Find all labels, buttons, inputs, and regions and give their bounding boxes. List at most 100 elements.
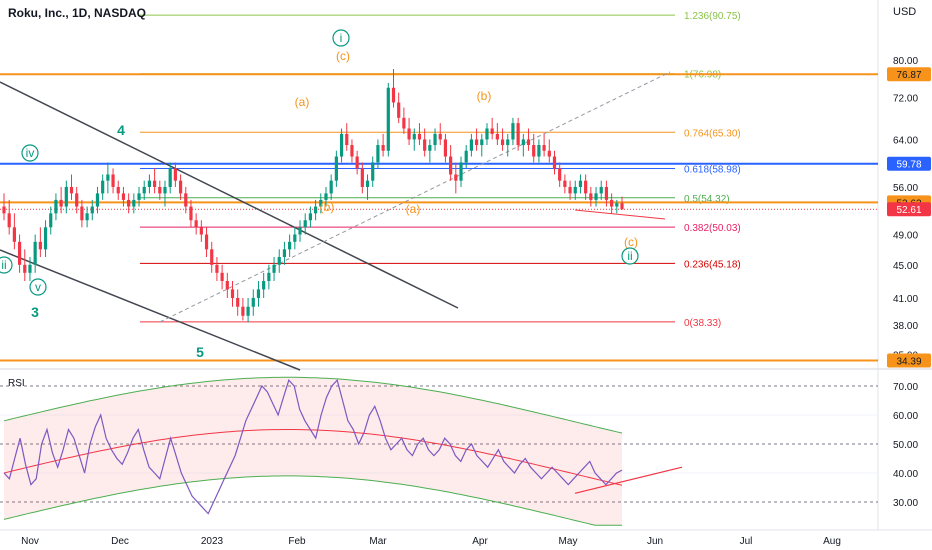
wave-circle — [0, 256, 13, 274]
rsi-line — [3, 378, 623, 515]
candle-body — [381, 145, 385, 151]
wave-label: ii — [627, 249, 632, 263]
candle-body — [438, 133, 442, 140]
candle-body — [251, 297, 255, 307]
price-tick-label: 41.00 — [893, 294, 918, 305]
fib-levels: 1.236(90.75)1(76.98)0.764(65.30)0.618(58… — [0, 11, 878, 362]
candle-body — [282, 249, 287, 257]
candle-body — [163, 186, 167, 194]
candle-body — [464, 150, 468, 163]
time-tick-label: 2023 — [201, 536, 224, 547]
candle-body — [459, 162, 463, 181]
candle-body — [365, 180, 370, 187]
candle-body — [116, 186, 120, 194]
candle-body — [376, 145, 380, 163]
candle-body — [521, 139, 525, 146]
candle-body — [85, 213, 89, 221]
wave-label: ii — [1, 258, 6, 272]
fib-label: 0.618(58.98) — [684, 165, 741, 176]
trendline-lower — [0, 249, 301, 371]
candle-body — [127, 199, 131, 207]
candle-body — [215, 264, 219, 273]
wave-label: (c) — [624, 235, 638, 249]
price-tick-label: 38.00 — [893, 321, 918, 332]
candle-body — [485, 128, 489, 140]
price-badge-label: 52.61 — [896, 205, 921, 216]
candle-body — [407, 128, 411, 140]
time-tick-label: Feb — [288, 536, 306, 547]
candle-body — [449, 156, 453, 175]
wave-label: 4 — [117, 122, 125, 138]
candle-body — [526, 139, 531, 146]
wave-label: v — [35, 280, 41, 294]
candle-body — [474, 139, 479, 146]
candle-body — [298, 227, 302, 235]
candle-body — [604, 186, 609, 200]
candle-body — [558, 168, 562, 181]
candle-body — [210, 249, 214, 265]
candle-body — [532, 145, 536, 157]
price-tick-label: 49.00 — [893, 230, 918, 241]
time-tick-label: Jun — [647, 536, 663, 547]
candle-body — [23, 264, 27, 273]
candle-body — [360, 168, 364, 187]
wave-circle — [621, 247, 639, 265]
candle-body — [17, 241, 22, 265]
candle-body — [355, 156, 359, 169]
price-tick-label: 45.00 — [893, 261, 918, 272]
rsi-upper-band — [3, 376, 623, 434]
candle-body — [339, 133, 344, 157]
wave-label: (b) — [320, 200, 335, 214]
rsi-label: RSI — [8, 378, 25, 389]
time-tick-label: Mar — [369, 536, 387, 547]
candle-body — [599, 186, 603, 194]
fib-label: 0.236(45.18) — [684, 259, 741, 270]
candle-body — [386, 87, 390, 151]
fib-label: 0.764(65.30) — [684, 128, 741, 139]
candle-body — [38, 241, 42, 250]
time-tick-label: Aug — [823, 536, 841, 547]
candle-body — [547, 150, 551, 157]
candle-body — [610, 199, 614, 207]
rsi-tick-label: 30.00 — [893, 498, 918, 509]
candle-body — [153, 180, 157, 187]
fib-label: 0.382(50.03) — [684, 223, 741, 234]
candle-body — [500, 139, 505, 146]
wave-label: 5 — [196, 344, 204, 360]
candle-body — [443, 139, 448, 157]
candle-body — [391, 87, 396, 103]
fib-label: 1.236(90.75) — [684, 11, 741, 22]
candle-body — [319, 199, 323, 207]
rsi-band-fill — [4, 377, 622, 526]
grid — [0, 0, 932, 531]
candle-body — [158, 186, 162, 194]
wave-label: 3 — [31, 304, 39, 320]
candle-body — [256, 289, 261, 298]
candle-body — [552, 156, 557, 169]
candle-body — [142, 186, 146, 194]
wave-label: (c) — [336, 49, 350, 63]
wave-label: iv — [26, 146, 35, 160]
candle-body — [542, 145, 546, 151]
fib-label: 0.5(54.32) — [684, 194, 730, 205]
candle-body — [90, 206, 94, 214]
rsi-tick-label: 60.00 — [893, 411, 918, 422]
time-tick-label: May — [559, 536, 578, 547]
candle-body — [147, 180, 152, 187]
price-badge — [887, 202, 931, 217]
candle-body — [220, 272, 224, 281]
rsi-ma-line — [3, 429, 623, 486]
candle-body — [495, 133, 499, 140]
candles — [2, 69, 624, 323]
time-tick-label: Dec — [111, 536, 129, 547]
dashed-trendline — [159, 71, 671, 323]
candle-body — [589, 193, 593, 200]
wave-circle — [332, 29, 350, 47]
candle-body — [293, 234, 297, 242]
candle-body — [69, 186, 74, 194]
candle-body — [80, 206, 84, 221]
candle-body — [137, 193, 141, 200]
candle-body — [516, 123, 520, 146]
